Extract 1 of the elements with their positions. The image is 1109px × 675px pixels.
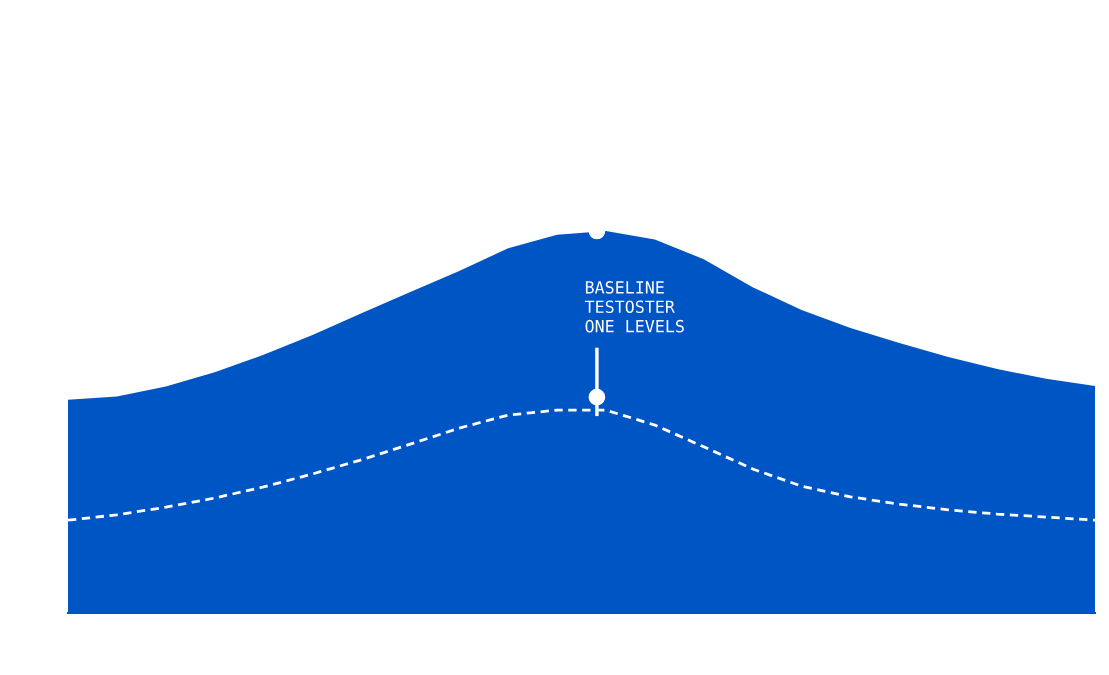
annotation: BASELINE TESTOSTER ONE LEVELS [584,281,684,333]
